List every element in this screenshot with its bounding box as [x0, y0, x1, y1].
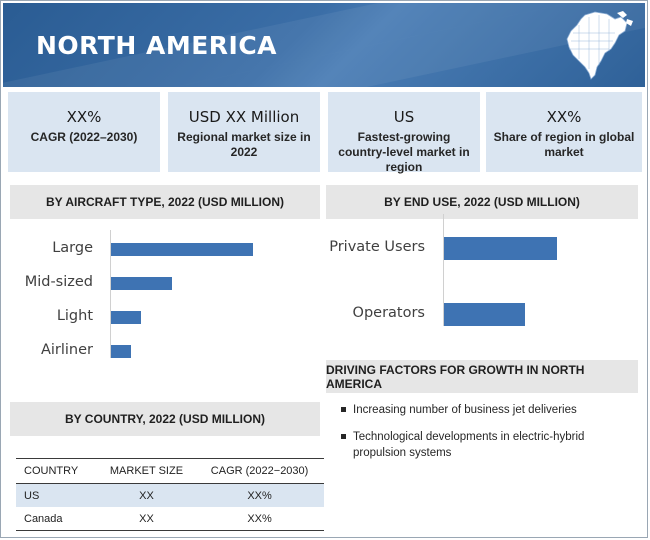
- table-cell: XX%: [195, 483, 324, 507]
- category-label: Airliner: [40, 341, 93, 358]
- kpi-global-share: XX% Share of region in global market: [486, 92, 642, 172]
- drivers-heading: DRIVING FACTORS FOR GROWTH IN NORTH AMER…: [326, 360, 638, 393]
- list-item: Technological developments in electric-h…: [337, 429, 637, 461]
- table-header-row: COUNTRY MARKET SIZE CAGR (2022−2030): [16, 458, 324, 484]
- bar-operators: [444, 303, 525, 326]
- list-item: Increasing number of business jet delive…: [337, 402, 637, 418]
- category-label: Light: [56, 307, 93, 324]
- kpi-caption: Fastest-growing country-level market in …: [338, 130, 470, 174]
- drivers-list: Increasing number of business jet delive…: [337, 402, 637, 472]
- kpi-caption: CAGR (2022–2030): [30, 130, 138, 144]
- kpi-fastest-country: US Fastest-growing country-level market …: [328, 92, 480, 174]
- bar-private-users: [444, 237, 557, 260]
- bar-airliner: [111, 345, 131, 358]
- kpi-caption: Regional market size in 2022: [177, 130, 311, 159]
- bar-light: [111, 311, 141, 324]
- country-heading: BY COUNTRY, 2022 (USD MILLION): [10, 402, 320, 436]
- north-america-map-icon: [566, 11, 633, 80]
- kpi-value: XX%: [546, 108, 582, 126]
- end-use-heading: BY END USE, 2022 (USD MILLION): [326, 185, 638, 219]
- bullet-icon: [341, 407, 346, 412]
- kpi-value: USD XX Million: [188, 108, 300, 126]
- kpi-value: US: [393, 108, 415, 126]
- col-cagr: CAGR (2022−2030): [195, 458, 324, 484]
- kpi-cagr: XX% CAGR (2022–2030): [8, 92, 160, 172]
- kpi-value: XX%: [66, 108, 102, 126]
- table-cell: XX: [97, 507, 196, 531]
- driver-text: Technological developments in electric-h…: [353, 431, 585, 459]
- category-label: Large: [52, 239, 93, 256]
- country-table: COUNTRY MARKET SIZE CAGR (2022−2030) US …: [16, 458, 324, 531]
- category-label: Mid-sized: [24, 273, 93, 290]
- kpi-row: XX% CAGR (2022–2030) USD XX Million Regi…: [8, 92, 642, 180]
- col-country: COUNTRY: [16, 458, 98, 484]
- bar-mid-sized: [111, 277, 172, 290]
- col-market-size: MARKET SIZE: [97, 458, 196, 484]
- table-cell: Canada: [16, 507, 98, 531]
- table-row: Canada XX XX%: [16, 507, 324, 531]
- region-title: NORTH AMERICA: [36, 31, 278, 60]
- category-label: Operators: [352, 304, 425, 321]
- aircraft-type-heading: BY AIRCRAFT TYPE, 2022 (USD MILLION): [10, 185, 320, 219]
- chart-axis: [110, 230, 111, 358]
- bar-large: [111, 243, 253, 256]
- table-cell: XX: [97, 483, 196, 507]
- bullet-icon: [341, 434, 346, 439]
- driver-text: Increasing number of business jet delive…: [353, 404, 577, 416]
- category-label: Private Users: [329, 238, 425, 255]
- table-cell: US: [16, 483, 98, 507]
- table-row: US XX XX%: [16, 483, 324, 507]
- table-cell: XX%: [195, 507, 324, 531]
- region-banner: NORTH AMERICA: [3, 3, 645, 87]
- kpi-caption: Share of region in global market: [493, 130, 635, 159]
- chart-axis: [443, 214, 444, 326]
- kpi-market-size: USD XX Million Regional market size in 2…: [168, 92, 320, 172]
